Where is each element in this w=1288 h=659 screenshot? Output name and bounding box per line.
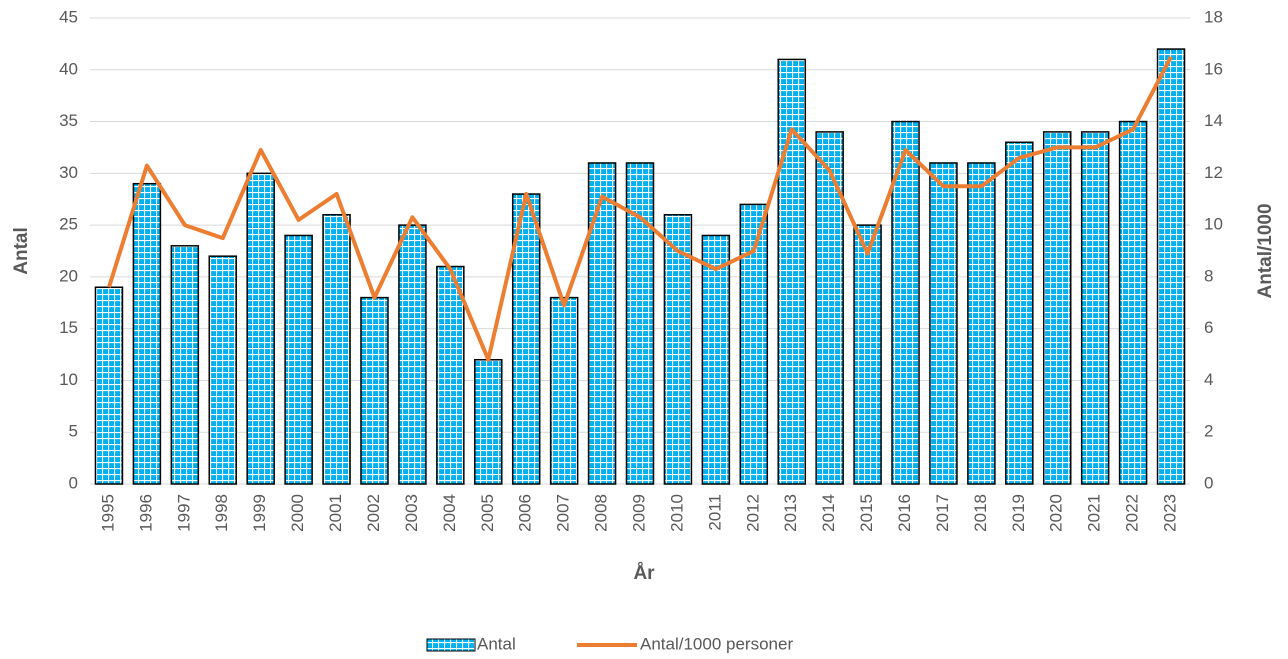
x-tick-label: 1996	[136, 494, 155, 532]
line	[107, 55, 1173, 362]
x-tick-label: 2018	[971, 494, 990, 532]
legend-label: Antal	[477, 634, 516, 653]
bar	[853, 224, 882, 485]
bar	[170, 245, 200, 485]
y-tick-label: 45	[59, 7, 78, 26]
x-tick-label: 2008	[592, 494, 611, 532]
bar	[1156, 48, 1186, 485]
x-tick-label: 2000	[288, 494, 307, 532]
y2-tick-label: 0	[1204, 473, 1213, 492]
bar	[360, 296, 389, 485]
bar	[1005, 141, 1034, 485]
y2-tick-label: 6	[1204, 318, 1213, 337]
x-tick-label: 2021	[1085, 494, 1104, 532]
bar	[929, 162, 958, 485]
x-tick-label: 2020	[1047, 494, 1066, 532]
x-tick-label: 2011	[705, 494, 724, 531]
x-tick-label: 2003	[402, 494, 421, 532]
x-tick-label: 2014	[819, 494, 838, 532]
y-tick-label: 30	[59, 163, 78, 182]
y2-tick-label: 2	[1204, 422, 1213, 441]
y2-tick-label: 10	[1204, 215, 1223, 234]
y-axis-title: Antal	[11, 227, 32, 275]
y-tick-label: 25	[59, 215, 78, 234]
bar	[398, 224, 427, 485]
y2-tick-label: 12	[1204, 163, 1223, 182]
x-tick-label: 1995	[98, 494, 117, 532]
x-tick-label: 1999	[250, 494, 269, 532]
y-tick-label: 10	[59, 370, 78, 389]
bar	[322, 214, 351, 485]
bar	[246, 172, 275, 485]
x-tick-label: 2016	[895, 494, 914, 532]
bar	[777, 58, 806, 485]
x-tick-label: 2006	[516, 494, 535, 532]
bar	[663, 214, 693, 485]
bar	[587, 162, 617, 485]
bar	[815, 131, 844, 485]
bar	[701, 234, 731, 485]
bar	[1042, 131, 1072, 485]
y2-tick-label: 8	[1204, 266, 1213, 285]
y2-tick-label: 4	[1204, 370, 1213, 389]
x-tick-label: 2002	[364, 494, 383, 532]
x-tick-label: 2017	[933, 494, 952, 532]
bar	[967, 162, 996, 485]
x-tick-label: 2015	[857, 494, 876, 532]
bar	[549, 296, 579, 485]
x-tick-label: 2012	[743, 494, 762, 532]
x-axis-title: År	[633, 563, 655, 584]
y2-tick-label: 18	[1204, 7, 1223, 26]
y2-axis-title: Antal/1000	[1255, 203, 1276, 298]
x-tick-label: 2004	[440, 494, 459, 532]
x-tick-label: 2007	[554, 494, 573, 532]
y-tick-label: 15	[59, 318, 78, 337]
x-tick-label: 1998	[212, 494, 231, 532]
x-tick-label: 2022	[1123, 494, 1142, 532]
bar	[94, 286, 124, 485]
y-tick-label: 5	[69, 422, 78, 441]
bar	[511, 193, 541, 485]
bar	[284, 234, 313, 485]
y2-tick-label: 16	[1204, 59, 1223, 78]
x-tick-label: 1997	[174, 494, 193, 532]
x-tick-label: 2005	[478, 494, 497, 532]
legend-swatch	[426, 638, 476, 652]
x-tick-label: 2023	[1161, 494, 1180, 532]
x-tick-label: 2009	[629, 494, 648, 532]
x-tick-label: 2013	[781, 494, 800, 532]
bar	[208, 255, 238, 485]
bar	[891, 120, 920, 485]
bar	[1118, 120, 1148, 485]
x-tick-label: 2019	[1009, 494, 1028, 532]
bar	[436, 265, 465, 485]
y-tick-label: 40	[59, 59, 78, 78]
x-tick-label: 2010	[667, 494, 686, 532]
y-tick-label: 0	[69, 473, 78, 492]
bar	[474, 358, 503, 485]
bar	[132, 182, 162, 485]
x-tick-label: 2001	[326, 494, 345, 532]
y-tick-label: 35	[59, 111, 78, 130]
legend-label: Antal/1000 personer	[640, 634, 793, 653]
y-tick-label: 20	[59, 266, 78, 285]
y2-tick-label: 14	[1204, 111, 1223, 130]
bar	[1080, 131, 1110, 485]
